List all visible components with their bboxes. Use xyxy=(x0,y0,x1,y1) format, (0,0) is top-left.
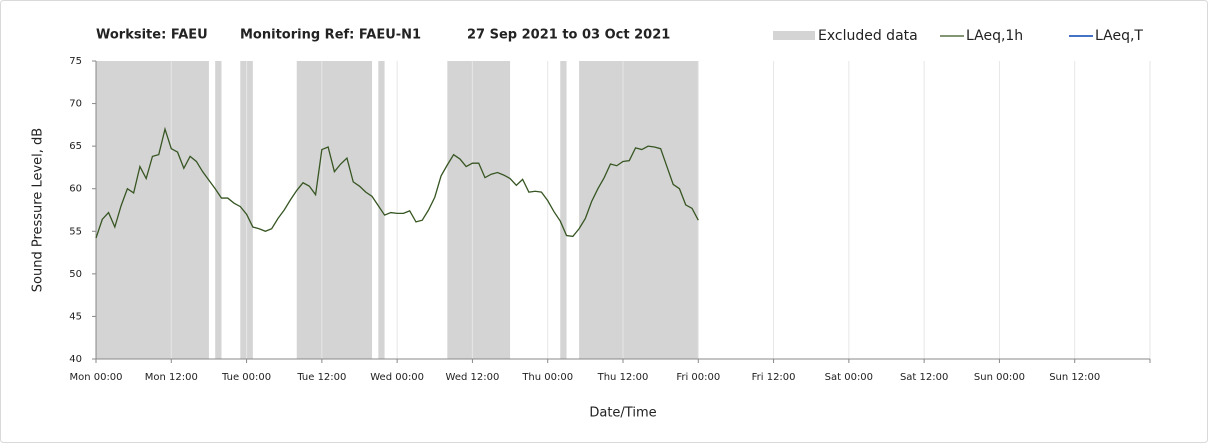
legend-label: Excluded data xyxy=(818,28,918,44)
x-tick-label: Wed 00:00 xyxy=(370,372,424,383)
x-tick-label: Sun 00:00 xyxy=(974,372,1025,383)
x-tick-label: Mon 00:00 xyxy=(69,372,122,383)
series-line xyxy=(95,126,699,239)
title: 27 Sep 2021 to 03 Oct 2021 xyxy=(467,28,670,43)
x-tick-label: Wed 12:00 xyxy=(446,372,500,383)
x-tick-label: Fri 00:00 xyxy=(676,372,720,383)
x-axis-title: Date/Time xyxy=(589,406,656,421)
y-tick-label: 65 xyxy=(69,141,82,152)
x-tick-label: Tue 12:00 xyxy=(296,372,346,383)
x-tick-label: Sat 00:00 xyxy=(825,372,873,383)
x-tick-label: Sat 12:00 xyxy=(900,372,948,383)
y-axis-title: Sound Pressure Level, dB xyxy=(31,128,46,292)
excluded-span xyxy=(447,61,511,359)
x-tick-label: Tue 00:00 xyxy=(221,372,271,383)
x-tick-label: Thu 00:00 xyxy=(521,372,573,383)
excluded-span xyxy=(296,61,373,359)
x-tick-label: Sun 12:00 xyxy=(1049,372,1100,383)
excluded-span xyxy=(96,61,209,359)
title: Worksite: FAEU xyxy=(96,28,208,43)
x-tick-label: Fri 12:00 xyxy=(752,372,796,383)
y-tick-label: 75 xyxy=(69,56,82,67)
excluded-span xyxy=(560,61,567,359)
y-tick-label: 45 xyxy=(69,311,82,322)
legend-swatch xyxy=(773,31,815,40)
x-tick-label: Mon 12:00 xyxy=(145,372,198,383)
excluded-span xyxy=(215,61,222,359)
y-tick-label: 60 xyxy=(69,184,82,195)
x-tick-label: Thu 12:00 xyxy=(597,372,649,383)
y-tick-label: 70 xyxy=(69,99,82,110)
title: Monitoring Ref: FAEU-N1 xyxy=(240,28,421,43)
legend-label: LAeq,T xyxy=(1095,28,1143,44)
legend-label: LAeq,1h xyxy=(966,28,1023,44)
y-tick-label: 50 xyxy=(69,269,82,280)
y-tick-label: 40 xyxy=(69,354,82,365)
y-tick-label: 55 xyxy=(69,226,82,237)
excluded-span xyxy=(579,61,699,359)
